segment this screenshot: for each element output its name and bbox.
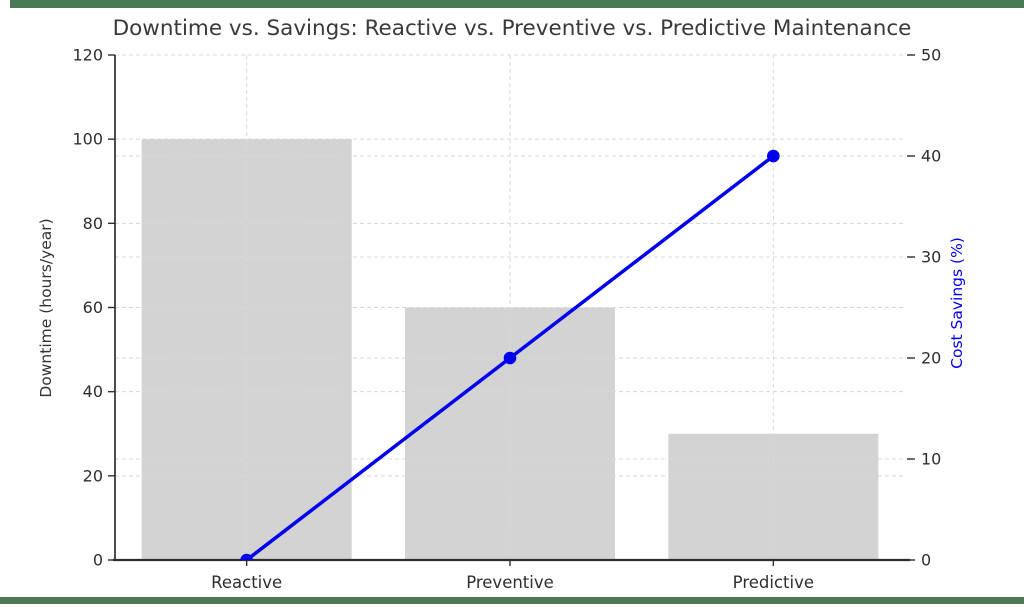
left-tick-label-100: 100 [72,130,103,149]
left-tick-label-80: 80 [83,214,103,233]
right-tick-label-0: 0 [921,551,931,570]
left-tick-label-20: 20 [83,466,103,485]
left-tick-label-0: 0 [93,551,103,570]
bottom-accent-bar [0,597,1024,604]
cost-savings-line-group [240,149,780,560]
x-tick-label-predictive: Predictive [733,573,814,592]
line-point-preventive [503,351,517,365]
line-point-reactive [240,553,253,560]
x-tick-label-reactive: Reactive [211,573,282,592]
left-tick-label-40: 40 [83,382,103,401]
right-tick-label-20: 20 [921,349,941,368]
chart-title: Downtime vs. Savings: Reactive vs. Preve… [112,16,912,41]
left-tick-label-60: 60 [83,298,103,317]
top-accent-bar [10,0,1024,8]
right-tick-label-30: 30 [921,248,941,267]
left-tick-label-120: 120 [72,46,103,65]
line-point-predictive [767,149,780,163]
right-tick-label-10: 10 [921,450,941,469]
right-tick-label-50: 50 [921,46,941,65]
right-tick-label-40: 40 [921,147,941,166]
x-tick-label-preventive: Preventive [466,573,554,592]
